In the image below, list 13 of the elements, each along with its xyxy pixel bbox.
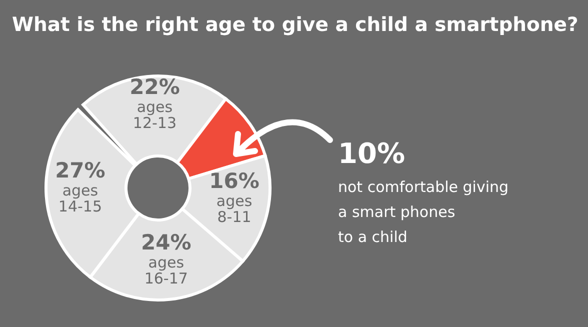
slice-label: ages 12-13 <box>132 98 177 132</box>
slice-label: ages 16-17 <box>144 254 188 288</box>
data-label: 27% <box>55 158 106 183</box>
text: not comfortable giving <box>338 178 509 196</box>
data-label: 24% <box>141 230 192 255</box>
text: to a child <box>338 228 408 246</box>
slice-label: ages 8-11 <box>216 192 252 226</box>
data-label: 16% <box>209 169 260 194</box>
data-label: 22% <box>130 75 180 100</box>
chart-title: What is the right age to give a child a smartphone? <box>12 13 578 36</box>
slice-label: ages 14-15 <box>58 182 102 216</box>
data-label: 10% <box>338 137 406 170</box>
text: a smart phones <box>338 203 456 221</box>
